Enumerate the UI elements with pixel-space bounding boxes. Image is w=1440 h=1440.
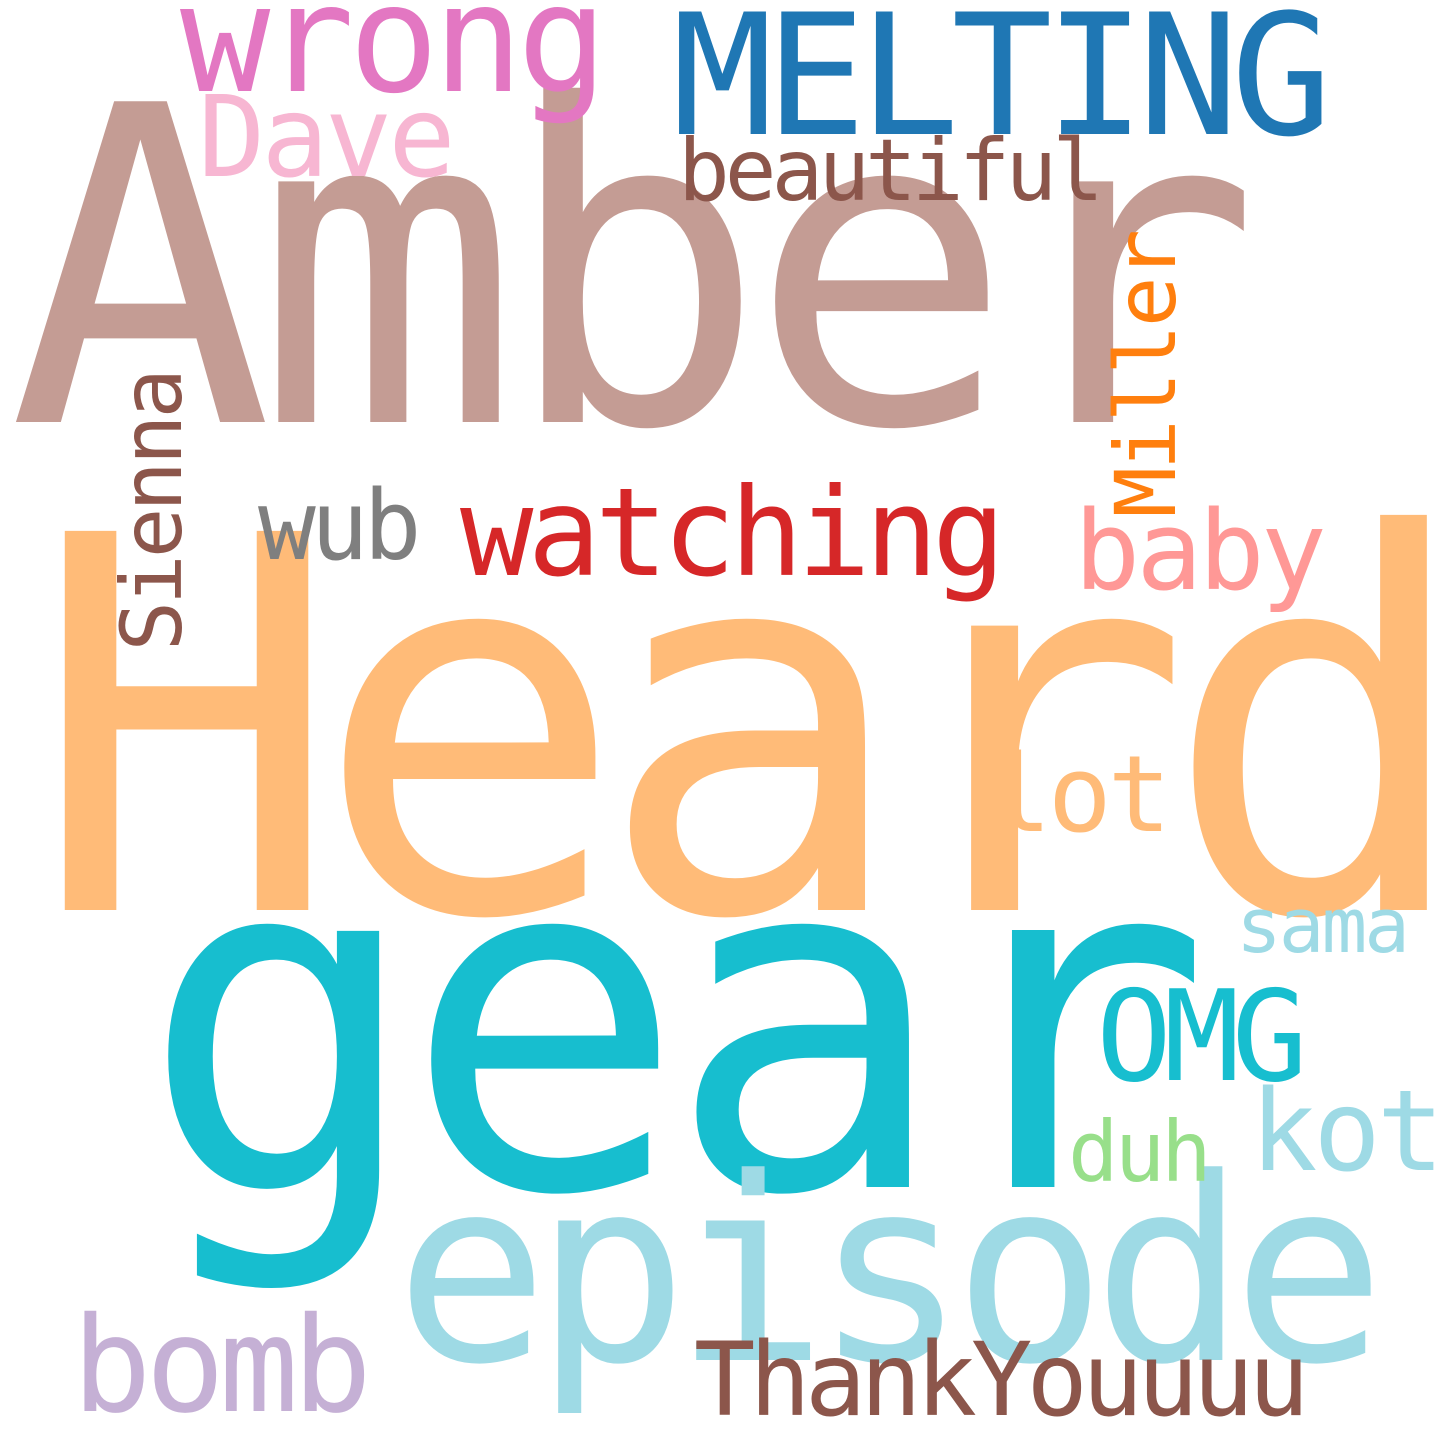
word-bomb: bomb bbox=[72, 1289, 372, 1440]
word-amber: Amber bbox=[8, 14, 1261, 526]
word-duh: duh bbox=[1068, 1103, 1212, 1201]
word-sienna: Sienna bbox=[103, 372, 201, 652]
word-sama: sama bbox=[1236, 881, 1410, 970]
word-beautiful: beautiful bbox=[678, 121, 1104, 221]
word-watching: watching bbox=[460, 462, 1006, 604]
word-wrong: wrong bbox=[180, 0, 608, 127]
word-gear: gear bbox=[140, 751, 1212, 1298]
word-baby: baby bbox=[1074, 487, 1327, 615]
word-melting: MELTING bbox=[672, 0, 1332, 174]
word-wub: wub bbox=[258, 470, 421, 582]
word-episode: episode bbox=[395, 1124, 1386, 1421]
word-kot: kot bbox=[1250, 1067, 1440, 1197]
word-heard: Heard bbox=[30, 427, 1440, 1033]
word-omg: OMG bbox=[1096, 963, 1308, 1110]
word-lot: lot bbox=[988, 733, 1171, 856]
word-miller: Miller bbox=[1097, 232, 1195, 518]
word-dave: Dave bbox=[198, 73, 456, 203]
word-thankyouuuu: ThankYouuuu bbox=[694, 1321, 1310, 1440]
